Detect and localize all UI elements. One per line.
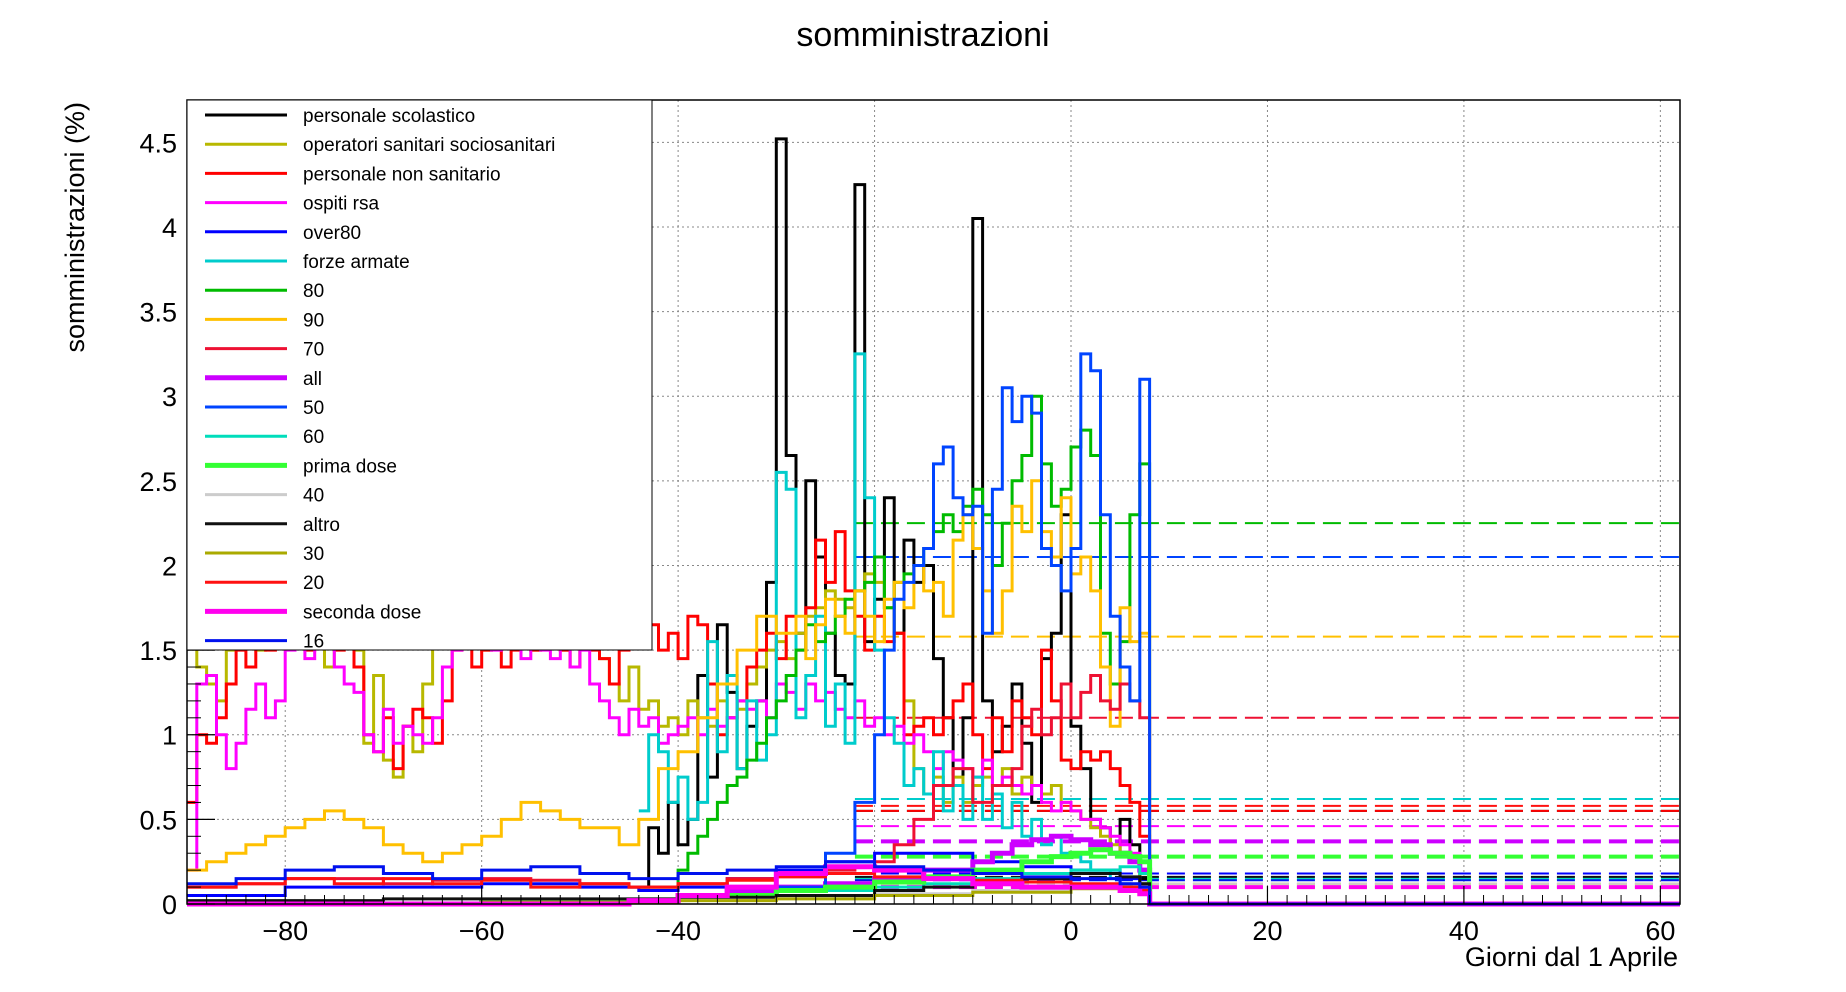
x-tick-label: 40 [1449, 916, 1479, 946]
series-line-prima-dose [187, 847, 1680, 907]
legend-label: seconda dose [303, 602, 421, 623]
x-tick-label: −80 [262, 916, 308, 946]
series-line-90 [187, 479, 1680, 906]
legend-label: 90 [303, 310, 324, 331]
legend-label: altro [303, 515, 340, 536]
y-axis-label: somministrazioni (%) [60, 102, 90, 353]
legend: personale scolastico operatori sanitari s… [186, 99, 653, 653]
y-tick-label: 3.5 [139, 298, 177, 328]
x-tick-label: 20 [1252, 916, 1282, 946]
legend-label: 50 [303, 398, 324, 419]
legend-label: all [303, 369, 322, 390]
chart-title: somministrazioni [796, 16, 1049, 54]
series-line-20 [187, 872, 1680, 906]
x-tick-label: 0 [1063, 916, 1078, 946]
legend-label: personale non sanitario [303, 164, 501, 185]
x-tick-label: −20 [852, 916, 898, 946]
legend-label: 40 [303, 486, 324, 507]
legend-label: forze armate [303, 252, 410, 273]
y-axis-ticks: 0 0.5 1 1.5 2 2.5 3 3.5 4 4.5 [139, 107, 215, 920]
x-axis-label: Giorni dal 1 Aprile [1465, 942, 1678, 972]
legend-label: 70 [303, 340, 324, 361]
y-tick-label: 4.5 [139, 128, 177, 158]
series-line-50 [678, 352, 1680, 906]
legend-label: 30 [303, 544, 324, 565]
y-tick-label: 3 [162, 382, 177, 412]
y-tick-label: 4 [162, 213, 177, 243]
series-line-16 [187, 860, 1680, 906]
series-line-forze-armate [638, 352, 1680, 906]
legend-label: 20 [303, 573, 324, 594]
y-tick-label: 1.5 [139, 636, 177, 666]
y-tick-label: 1 [162, 721, 177, 751]
legend-label: prima dose [303, 456, 397, 477]
x-tick-label: −60 [459, 916, 505, 946]
legend-label: 16 [303, 632, 324, 653]
y-tick-label: 2.5 [139, 467, 177, 497]
x-tick-label: 60 [1645, 916, 1675, 946]
legend-label: operatori sanitari sociosanitari [303, 135, 555, 156]
legend-label: over80 [303, 223, 361, 244]
legend-box [186, 99, 653, 651]
legend-label: 80 [303, 281, 324, 302]
y-tick-label: 0 [162, 890, 177, 920]
legend-label: personale scolastico [303, 106, 475, 127]
x-tick-label: −40 [655, 916, 701, 946]
y-tick-label: 2 [162, 551, 177, 581]
legend-label: ospiti rsa [303, 194, 379, 215]
x-axis-ticks: −80 −60 −40 −20 0 20 40 60 [186, 886, 1681, 946]
legend-label: 60 [303, 427, 324, 448]
y-tick-label: 0.5 [139, 805, 177, 835]
